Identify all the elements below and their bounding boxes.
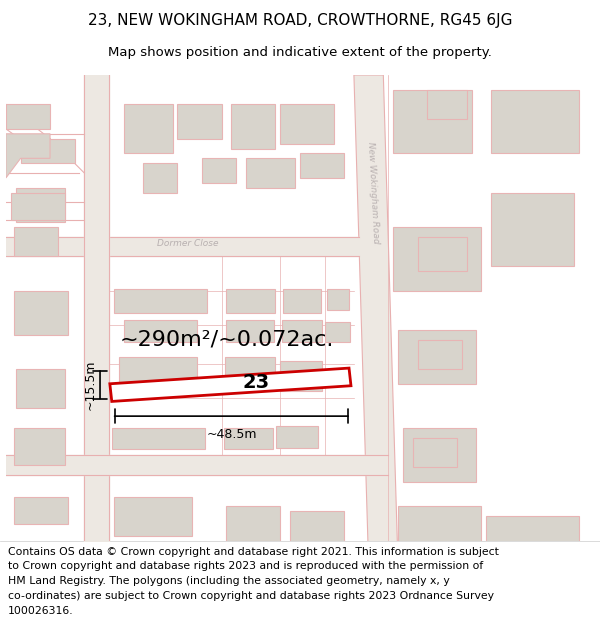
Bar bbox=[14, 496, 68, 524]
Bar bbox=[328, 289, 349, 310]
Text: ~48.5m: ~48.5m bbox=[206, 428, 257, 441]
Text: New Wokingham Road: New Wokingham Road bbox=[367, 141, 380, 244]
Text: to Crown copyright and database rights 2023 and is reproduced with the permissio: to Crown copyright and database rights 2… bbox=[8, 561, 483, 571]
Bar bbox=[246, 158, 295, 188]
Bar bbox=[128, 546, 182, 575]
Bar bbox=[413, 438, 457, 467]
Text: co-ordinates) are subject to Crown copyright and database rights 2023 Ordnance S: co-ordinates) are subject to Crown copyr… bbox=[8, 591, 494, 601]
Bar bbox=[290, 511, 344, 546]
Bar bbox=[280, 104, 334, 144]
Bar bbox=[398, 330, 476, 384]
Bar bbox=[393, 227, 481, 291]
Bar bbox=[283, 289, 320, 313]
Text: ~290m²/~0.072ac.: ~290m²/~0.072ac. bbox=[119, 329, 334, 349]
Bar bbox=[418, 237, 467, 271]
Bar bbox=[14, 546, 63, 580]
Text: 23: 23 bbox=[242, 373, 269, 392]
Bar bbox=[114, 289, 207, 313]
Bar bbox=[14, 227, 58, 256]
Bar bbox=[143, 163, 178, 192]
Bar bbox=[124, 104, 173, 153]
Text: Dormer Close: Dormer Close bbox=[157, 239, 218, 248]
Bar bbox=[6, 104, 50, 129]
Bar bbox=[427, 90, 467, 119]
Bar bbox=[280, 361, 322, 391]
Bar bbox=[14, 291, 68, 335]
Bar bbox=[486, 516, 580, 570]
Text: 23, NEW WOKINGHAM ROAD, CROWTHORNE, RG45 6JG: 23, NEW WOKINGHAM ROAD, CROWTHORNE, RG45… bbox=[88, 14, 512, 29]
Bar bbox=[16, 188, 65, 222]
Bar bbox=[124, 320, 197, 342]
Bar bbox=[114, 496, 192, 536]
Bar bbox=[224, 428, 272, 449]
Polygon shape bbox=[110, 368, 351, 401]
Bar bbox=[283, 320, 322, 342]
Bar bbox=[277, 426, 317, 448]
Text: Contains OS data © Crown copyright and database right 2021. This information is : Contains OS data © Crown copyright and d… bbox=[8, 546, 499, 556]
Bar bbox=[112, 428, 205, 449]
Bar bbox=[418, 339, 462, 369]
Bar bbox=[226, 289, 275, 313]
Bar bbox=[119, 357, 197, 385]
Bar bbox=[300, 153, 344, 178]
Polygon shape bbox=[6, 134, 50, 178]
Bar bbox=[14, 428, 65, 465]
Bar bbox=[491, 90, 580, 153]
Bar bbox=[398, 506, 481, 560]
Polygon shape bbox=[354, 75, 398, 565]
Text: Map shows position and indicative extent of the property.: Map shows position and indicative extent… bbox=[108, 46, 492, 59]
Text: ~15.5m: ~15.5m bbox=[84, 359, 97, 410]
Bar bbox=[232, 104, 275, 149]
Bar bbox=[202, 158, 236, 183]
Bar bbox=[403, 428, 476, 482]
Bar bbox=[11, 192, 65, 220]
Bar bbox=[226, 357, 275, 385]
Bar bbox=[178, 104, 221, 139]
Bar bbox=[393, 90, 472, 153]
Bar bbox=[226, 320, 274, 342]
Text: 100026316.: 100026316. bbox=[8, 606, 73, 616]
Bar bbox=[226, 506, 280, 541]
Bar bbox=[325, 322, 350, 342]
Bar bbox=[20, 139, 74, 163]
Bar bbox=[491, 192, 574, 266]
Text: HM Land Registry. The polygons (including the associated geometry, namely x, y: HM Land Registry. The polygons (includin… bbox=[8, 576, 449, 586]
Bar bbox=[16, 369, 65, 408]
Bar bbox=[229, 544, 274, 571]
